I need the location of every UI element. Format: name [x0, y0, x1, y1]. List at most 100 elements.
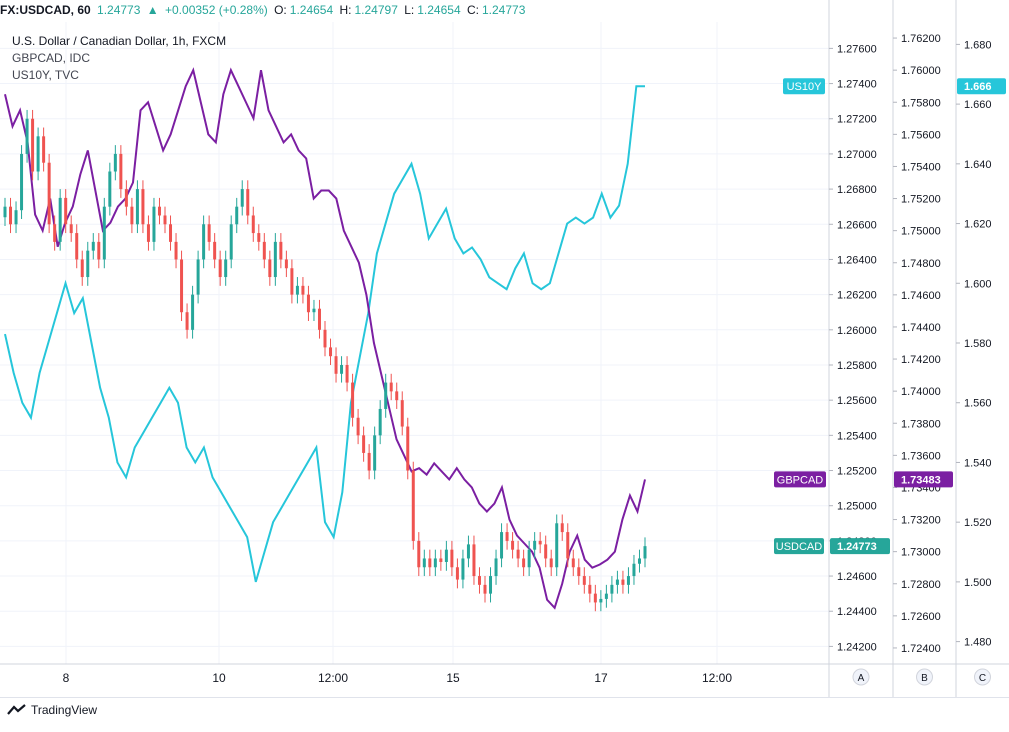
- candle-body: [224, 259, 228, 278]
- candle-body: [340, 364, 344, 374]
- candle-body: [3, 206, 7, 218]
- y-tick-label: 1.27400: [837, 79, 877, 91]
- candle-body: [522, 558, 526, 568]
- candle-body: [345, 364, 349, 383]
- candle-body: [411, 470, 415, 541]
- y-tick-label: 1.25400: [837, 430, 877, 442]
- y-tick-label: 1.560: [964, 398, 992, 410]
- candle-body: [461, 558, 465, 580]
- candle-body: [42, 136, 46, 163]
- y-tick-label: 1.640: [964, 159, 992, 171]
- candle-body: [53, 224, 57, 242]
- candle-body: [367, 452, 371, 471]
- candle-body: [108, 171, 112, 207]
- axis-id-label: B: [921, 673, 928, 684]
- candle-body: [25, 118, 29, 154]
- symbol-label[interactable]: FX:USDCAD, 60: [0, 3, 91, 17]
- candle-body: [9, 206, 13, 225]
- candle-body: [439, 558, 443, 562]
- candle-body: [450, 549, 454, 568]
- y-tick-label: 1.500: [964, 577, 992, 589]
- y-tick-label: 1.25200: [837, 466, 877, 478]
- tradingview-brand[interactable]: TradingView: [7, 703, 97, 717]
- y-tick-label: 1.26800: [837, 184, 877, 196]
- candle-body: [102, 206, 106, 260]
- candle-body: [213, 241, 217, 260]
- candle-body: [455, 567, 459, 580]
- legend-us10y[interactable]: US10Y, TVC: [12, 68, 79, 82]
- candle-body: [113, 153, 117, 172]
- candle-body: [472, 544, 476, 577]
- candle-body: [312, 308, 316, 313]
- candle-body: [637, 558, 641, 564]
- candle-body: [240, 189, 244, 207]
- candle-body: [500, 532, 504, 559]
- candle-body: [588, 584, 592, 594]
- candle-body: [334, 356, 338, 374]
- candle-body: [610, 584, 614, 594]
- candle-body: [75, 233, 79, 260]
- candle-body: [97, 241, 101, 260]
- candle-body: [130, 206, 134, 225]
- candle-body: [555, 523, 559, 568]
- candle-body: [246, 189, 250, 216]
- candle-body: [58, 197, 62, 242]
- legend-gbpcad[interactable]: GBPCAD, IDC: [12, 51, 91, 65]
- candle-body: [157, 206, 161, 216]
- y-tick-label: 1.26600: [837, 219, 877, 231]
- y-tick-label: 1.74000: [901, 386, 941, 398]
- candle-body: [428, 558, 432, 568]
- series-gbpcad-line: [4, 67, 646, 610]
- candle-body: [119, 153, 123, 190]
- series-usdcad-candles: [3, 109, 647, 612]
- candle-body: [235, 206, 239, 225]
- axis-id-label: A: [858, 673, 865, 684]
- candle-body: [384, 382, 388, 409]
- candle-body: [262, 241, 266, 260]
- y-tick-label: 1.27000: [837, 149, 877, 161]
- candle-body: [571, 558, 575, 568]
- x-tick-label: 10: [212, 671, 226, 685]
- y-tick-label: 1.27200: [837, 114, 877, 126]
- y-tick-label: 1.540: [964, 457, 992, 469]
- y-tick-label: 1.26000: [837, 325, 877, 337]
- candle-body: [317, 308, 321, 330]
- candle-body: [378, 408, 382, 436]
- y-tick-label: 1.27600: [837, 43, 877, 55]
- y-tick-label: 1.520: [964, 517, 992, 529]
- candle-body: [218, 259, 222, 278]
- candle-body: [191, 294, 195, 330]
- candle-body: [444, 549, 448, 562]
- candle-body: [433, 558, 437, 568]
- y-tick-label: 1.74800: [901, 258, 941, 270]
- high-value: 1.24797: [354, 3, 398, 17]
- series-name-tag-label: USDCAD: [776, 541, 823, 553]
- candle-body: [621, 579, 625, 585]
- candle-body: [14, 210, 18, 225]
- x-tick-label: 12:00: [318, 671, 348, 685]
- candle-body: [174, 241, 178, 260]
- footer: TradingView: [0, 697, 1009, 728]
- close-label: C:: [466, 3, 479, 17]
- candle-body: [91, 241, 95, 251]
- candle-body: [36, 136, 40, 172]
- up-arrow-icon: ▲: [146, 3, 159, 17]
- candle-body: [400, 400, 404, 427]
- y-tick-label: 1.680: [964, 39, 992, 51]
- candle-body: [593, 593, 597, 603]
- candle-body: [306, 294, 310, 313]
- legend-usdcad[interactable]: U.S. Dollar / Canadian Dollar, 1h, FXCM: [12, 34, 227, 48]
- axis-id-badge: [852, 668, 870, 686]
- candle-body: [180, 259, 184, 313]
- candle-body: [47, 162, 51, 225]
- candle-body: [207, 224, 211, 242]
- candle-body: [31, 118, 35, 172]
- candle-body: [615, 579, 619, 585]
- series-name-tag: [774, 471, 826, 488]
- candle-body: [549, 558, 553, 568]
- candle-body: [395, 391, 399, 401]
- candle-body: [516, 549, 520, 559]
- candle-body: [152, 206, 156, 242]
